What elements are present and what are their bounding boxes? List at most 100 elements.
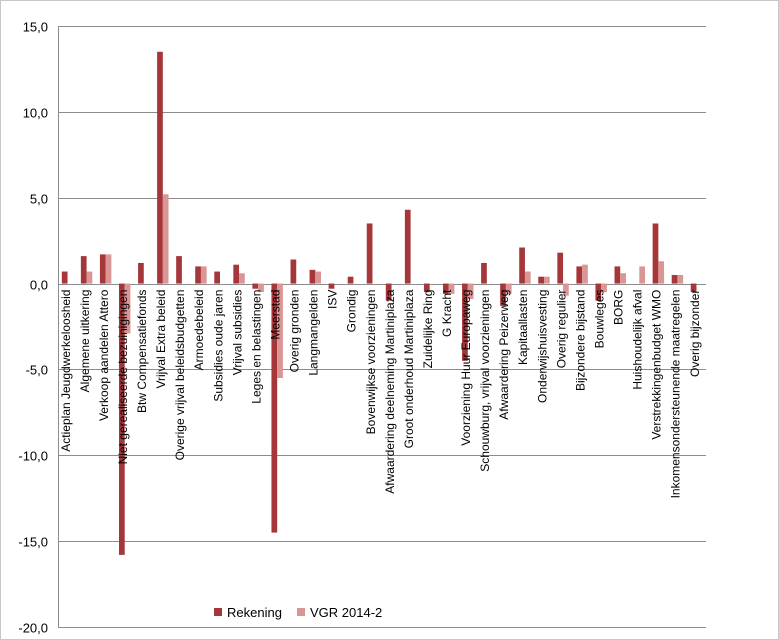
bar: [576, 266, 583, 284]
bar: [601, 283, 607, 293]
bar: [385, 283, 392, 301]
bar: [614, 266, 621, 284]
category-label: Niet gerealiseerde bezuinigingen: [116, 290, 130, 465]
bar: [690, 283, 697, 293]
bar: [61, 271, 68, 284]
bar: [200, 266, 207, 284]
bar: [505, 283, 512, 294]
bar: [563, 283, 569, 296]
category-label: Verkoop aandelen Attero: [97, 289, 111, 421]
bar: [481, 262, 487, 284]
y-tick-label: 15,0: [23, 20, 48, 35]
category-label: Overig gronden: [288, 290, 302, 373]
category-label: Schouwburg, vrijval voorzieningen: [478, 290, 492, 472]
bar: [544, 276, 550, 284]
y-tick-label: -15,0: [18, 535, 48, 550]
bar: [124, 283, 131, 334]
bar: [176, 256, 182, 284]
category-label: Armoedebeleid: [192, 290, 206, 371]
category-label: Overige vrijval beleidsbudgetten: [173, 290, 187, 461]
category-label: ISV: [326, 290, 340, 309]
bar: [162, 194, 169, 284]
category-label: Inkomensondersteunende maatregelen: [669, 290, 683, 499]
category-label: Kapitaallasten: [516, 290, 530, 365]
category-label: Bijzondere bijstand: [573, 290, 587, 391]
bar: [239, 273, 245, 284]
bar: [519, 247, 525, 284]
bar: [86, 271, 93, 284]
bar: [258, 283, 264, 293]
legend-label-rekening: Rekening: [227, 605, 282, 620]
bar: [99, 254, 106, 284]
bar: [423, 283, 430, 293]
bar: [315, 271, 322, 284]
category-label: Verstrekkingenbudget WMO: [650, 290, 664, 440]
category-label: Bouwleges: [593, 290, 607, 349]
bar: [652, 223, 659, 284]
bar: [595, 283, 602, 301]
legend-swatch-vgr: [297, 608, 305, 616]
bar: [157, 51, 163, 284]
bar: [309, 269, 316, 284]
category-label: Vrijval subsidies: [230, 290, 244, 376]
bar: [442, 283, 449, 294]
category-label: Huishoudelijk afval: [631, 290, 645, 390]
bar: [524, 271, 531, 284]
bar: [658, 261, 665, 284]
category-label: Btw Compensatiefonds: [135, 290, 149, 413]
y-tick-label: -10,0: [18, 449, 48, 464]
category-label: G Kracht: [440, 289, 454, 337]
category-label: Subsidies oude jaren: [211, 290, 225, 402]
bar: [582, 264, 588, 284]
y-tick-label: 5,0: [30, 192, 48, 207]
bar: [500, 283, 506, 306]
bar: [105, 254, 112, 284]
category-label: Zuidelijke Ring: [421, 290, 435, 369]
bar: [138, 262, 144, 284]
category-label: BORG: [612, 290, 626, 325]
bar: [448, 283, 455, 294]
bar: [557, 252, 564, 284]
y-tick-label: -5,0: [26, 363, 48, 378]
bar: [404, 209, 411, 284]
category-label: Afwaardering deelneming Martiniplaza: [383, 289, 397, 493]
bar: [677, 274, 684, 284]
y-tick-label: -20,0: [18, 621, 48, 636]
bars: [61, 51, 697, 555]
bar: [233, 264, 240, 284]
category-label: Actieplan Jeugdwerkeloosheid: [59, 290, 73, 452]
category-labels: Actieplan Jeugdwerkeloosheid Algemene uit…: [59, 289, 702, 498]
bar: [118, 283, 125, 555]
y-tick-labels: 15,0 10,0 5,0 0,0 -5,0 -10,0 -15,0 -20,0: [18, 20, 48, 636]
bar: [639, 266, 646, 284]
y-tick-label: 0,0: [30, 278, 48, 293]
bar: [366, 223, 373, 284]
category-label: Onderwijshuisvesting: [535, 290, 549, 403]
bar: [347, 276, 354, 284]
category-label: Bovenwijkse voorzieningen: [364, 290, 378, 435]
bar: [195, 266, 201, 284]
category-label: Langmangelden: [307, 290, 321, 376]
legend-swatch-rekening: [214, 608, 222, 616]
bar: [214, 271, 220, 284]
bar: [620, 273, 626, 284]
category-label: Overig bijzonder: [688, 290, 702, 377]
bar: [462, 283, 468, 361]
category-label: Groot onderhoud Martiniplaza: [402, 289, 416, 448]
category-label: Grondig: [345, 290, 359, 333]
bar: [538, 276, 544, 284]
legend-label-vgr: VGR 2014-2: [310, 605, 382, 620]
bar: [467, 283, 474, 300]
category-label: Vrijval Extra beleid: [154, 290, 168, 389]
category-label: Meerstad: [269, 290, 283, 340]
bar: [271, 283, 278, 533]
category-label: Algemene uitkering: [78, 290, 92, 393]
bar: [290, 259, 297, 284]
bar: [277, 283, 283, 379]
legend: Rekening VGR 2014-2: [214, 605, 382, 620]
bar: [252, 283, 259, 289]
category-label: Voorziening Huur Europaweg: [459, 290, 473, 446]
bar: [328, 283, 335, 289]
